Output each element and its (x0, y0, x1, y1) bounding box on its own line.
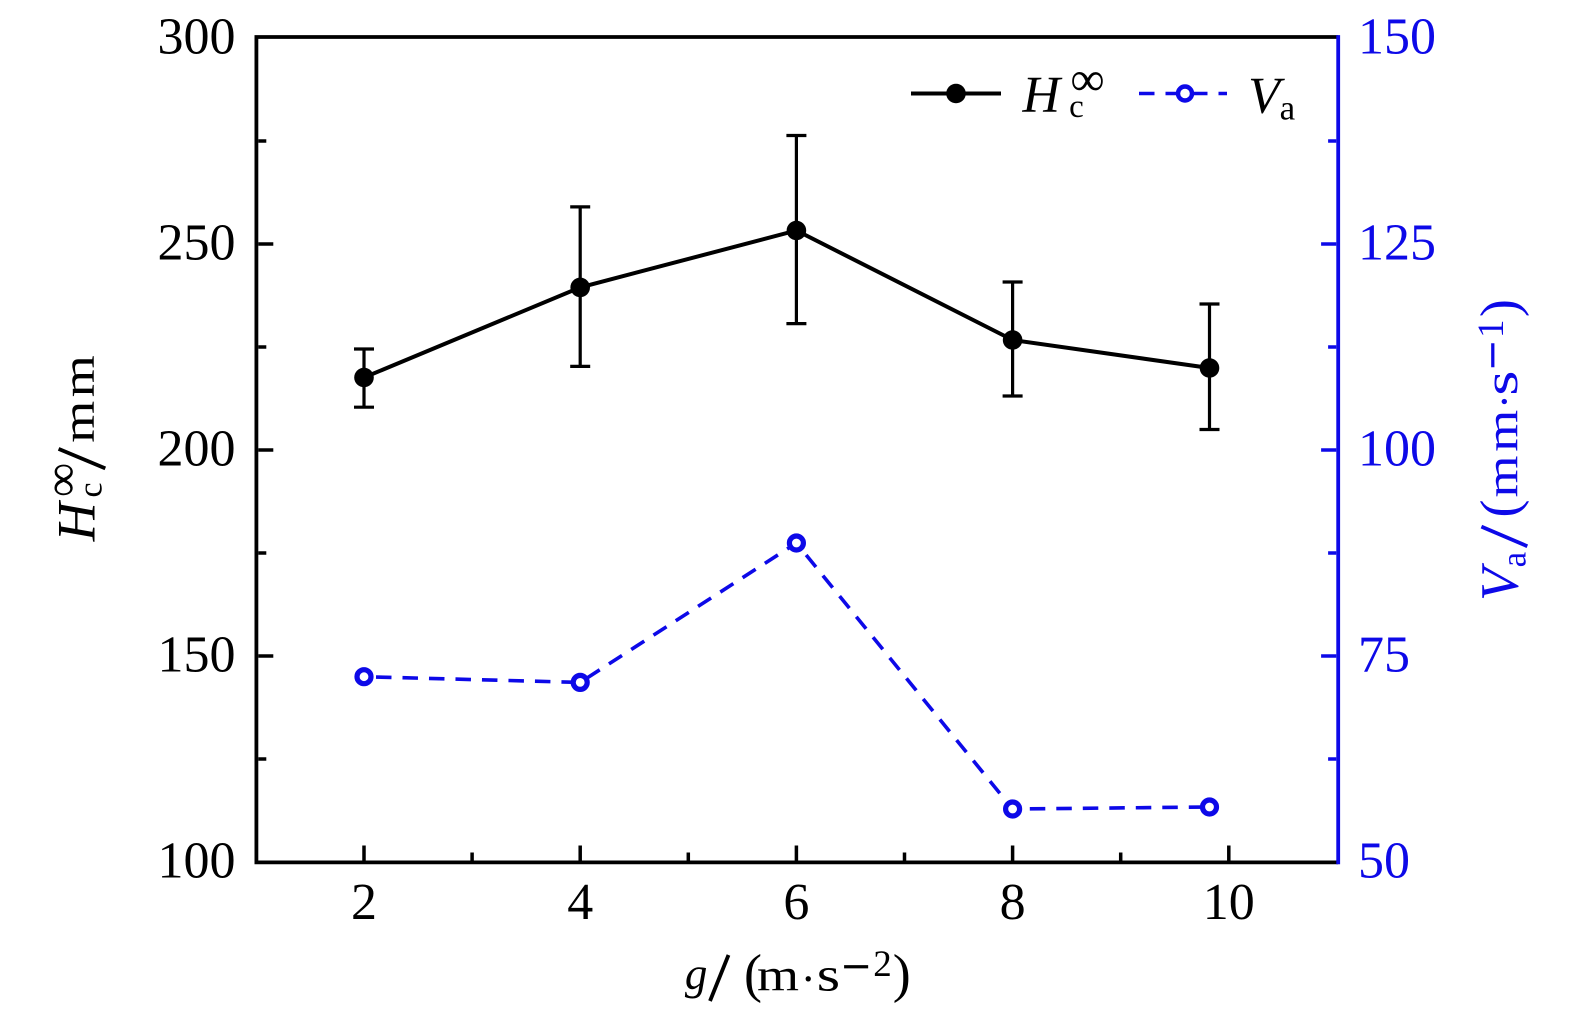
svg-text:8: 8 (1000, 874, 1026, 931)
svg-text:m: m (54, 401, 104, 443)
svg-text:m: m (54, 355, 104, 397)
svg-text:s: s (817, 948, 840, 1001)
svg-text:H: H (1022, 67, 1063, 124)
svg-text:m: m (1478, 456, 1528, 498)
svg-text:m: m (757, 951, 799, 1001)
svg-text:g: g (685, 949, 708, 999)
svg-text:c: c (73, 482, 110, 497)
svg-text:6: 6 (783, 874, 809, 931)
svg-text:m: m (1478, 410, 1528, 452)
svg-text:125: 125 (1358, 215, 1436, 272)
svg-text:300: 300 (158, 9, 236, 66)
svg-text:200: 200 (158, 421, 236, 478)
svg-text:(: ( (744, 944, 762, 1004)
svg-text:c: c (1069, 89, 1084, 125)
svg-text:·: · (1479, 394, 1529, 409)
svg-text:V: V (1248, 68, 1285, 125)
svg-text:(: ( (1470, 500, 1530, 518)
svg-text:10: 10 (1203, 874, 1255, 931)
svg-text:H: H (47, 499, 107, 542)
svg-text:250: 250 (158, 215, 236, 272)
svg-text:·: · (801, 954, 816, 1004)
svg-text:100: 100 (158, 833, 236, 890)
svg-text:4: 4 (567, 874, 593, 931)
svg-text:a: a (1280, 89, 1296, 128)
svg-text:−: − (842, 939, 870, 995)
svg-text:−: − (1464, 341, 1520, 369)
svg-text:50: 50 (1358, 833, 1410, 890)
svg-text:s: s (1475, 371, 1528, 396)
svg-text:): ) (893, 944, 911, 1004)
svg-text:V: V (1470, 562, 1530, 601)
svg-text:a: a (1495, 551, 1534, 567)
svg-text:2: 2 (351, 874, 377, 931)
svg-text:2: 2 (873, 944, 892, 985)
svg-text:150: 150 (1358, 9, 1436, 66)
svg-text:100: 100 (1358, 421, 1436, 478)
svg-text:∞: ∞ (35, 463, 88, 497)
svg-text:75: 75 (1358, 627, 1410, 684)
svg-text:∞: ∞ (1070, 53, 1104, 106)
svg-text:): ) (1470, 299, 1530, 317)
svg-text:1: 1 (1471, 320, 1512, 339)
svg-text:150: 150 (158, 627, 236, 684)
